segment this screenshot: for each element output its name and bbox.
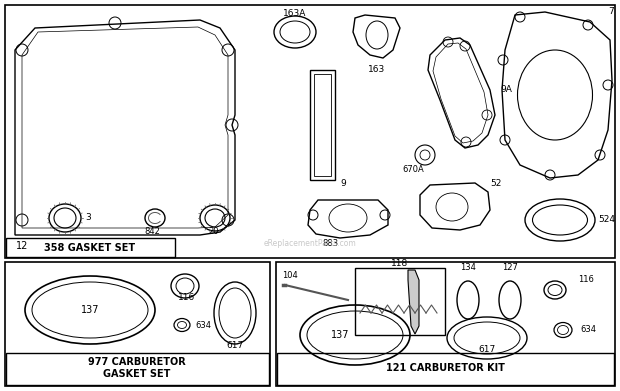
Text: 137: 137	[81, 305, 99, 315]
Polygon shape	[408, 270, 419, 334]
Text: eReplacementParts.com: eReplacementParts.com	[264, 239, 356, 248]
Text: 163A: 163A	[283, 9, 307, 18]
Text: 116: 116	[578, 276, 594, 285]
Text: 163: 163	[368, 66, 386, 75]
Text: 52: 52	[490, 179, 502, 188]
Text: 977 CARBURETOR: 977 CARBURETOR	[88, 357, 186, 367]
Text: 104: 104	[282, 271, 298, 280]
Text: 842: 842	[144, 228, 160, 237]
Text: 134: 134	[460, 264, 476, 273]
Text: 634: 634	[195, 321, 211, 330]
Text: 3: 3	[85, 213, 91, 222]
Text: 116: 116	[179, 294, 196, 303]
Text: 7: 7	[608, 7, 614, 16]
Text: 634: 634	[580, 325, 596, 334]
Text: 358 GASKET SET: 358 GASKET SET	[45, 243, 136, 253]
Text: 9A: 9A	[500, 86, 512, 95]
Text: 670A: 670A	[402, 165, 424, 174]
Text: 524: 524	[598, 215, 615, 224]
Text: 127: 127	[502, 264, 518, 273]
Text: 121 CARBURETOR KIT: 121 CARBURETOR KIT	[386, 363, 505, 373]
Text: 118: 118	[391, 260, 409, 269]
Text: 12: 12	[16, 241, 29, 251]
Text: GASKET SET: GASKET SET	[104, 369, 170, 379]
Text: 883: 883	[322, 240, 338, 249]
Text: 137: 137	[330, 330, 349, 340]
Text: 9: 9	[340, 179, 346, 188]
Text: 20: 20	[209, 228, 219, 237]
Text: 617: 617	[479, 346, 495, 355]
Text: 617: 617	[226, 341, 244, 350]
